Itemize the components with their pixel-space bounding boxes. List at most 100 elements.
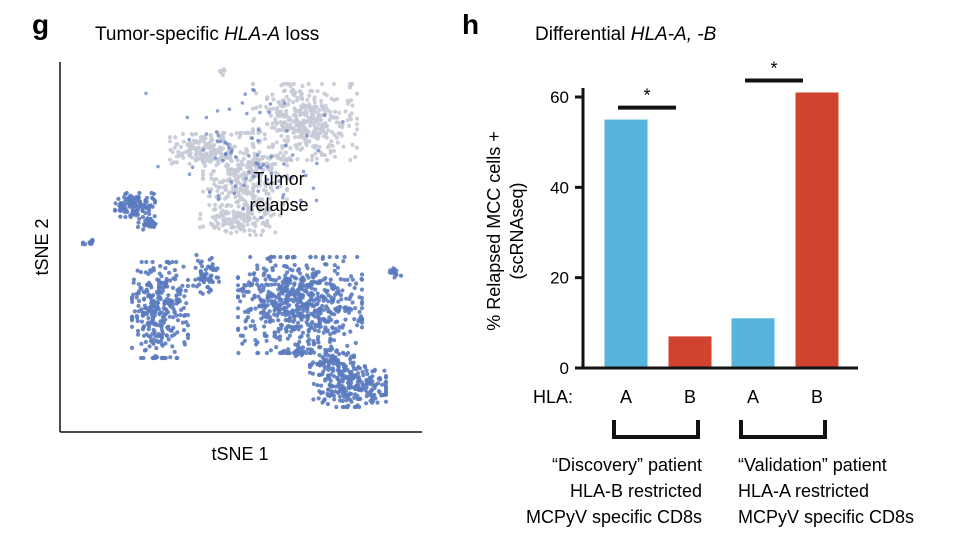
tsne-point-tumor xyxy=(176,149,181,155)
tsne-point xyxy=(141,227,146,232)
tsne-point-tumor xyxy=(347,123,352,128)
tsne-point-tumor xyxy=(284,197,290,202)
x-tick-label: A xyxy=(620,387,632,407)
tsne-point-tumor xyxy=(334,115,339,120)
tsne-point xyxy=(157,310,162,316)
tsne-point-tumor xyxy=(239,226,244,231)
tsne-point xyxy=(150,204,155,209)
tsne-point xyxy=(323,378,328,383)
tsne-point xyxy=(243,92,247,96)
tsne-point xyxy=(141,289,146,294)
tsne-point-tumor xyxy=(299,93,304,98)
tsne-point xyxy=(181,264,186,269)
tsne-point-tumor xyxy=(278,109,283,114)
tsne-point xyxy=(307,362,313,367)
tsne-point-tumor xyxy=(229,132,234,137)
tsne-point xyxy=(137,298,142,304)
tsne-point xyxy=(136,303,141,308)
tsne-point xyxy=(150,355,155,361)
tsne-point xyxy=(159,274,164,279)
tsne-point xyxy=(317,319,322,324)
tsne-point xyxy=(321,298,326,303)
tsne-point xyxy=(267,110,272,115)
tsne-point-tumor xyxy=(187,161,192,167)
tsne-point xyxy=(139,341,144,346)
tsne-point xyxy=(295,342,300,347)
tsne-point xyxy=(185,313,191,318)
tsne-point xyxy=(305,333,310,338)
tsne-point xyxy=(322,366,327,371)
tsne-point-tumor xyxy=(353,154,358,160)
tsne-point xyxy=(370,387,375,392)
tsne-point xyxy=(308,297,313,302)
tsne-point xyxy=(340,288,345,293)
tsne-point xyxy=(334,348,339,353)
tsne-point xyxy=(329,372,334,377)
tsne-point-tumor xyxy=(313,151,318,156)
tsne-point-tumor xyxy=(311,105,316,110)
tsne-point xyxy=(298,294,303,299)
tsne-point xyxy=(174,293,179,298)
tsne-point xyxy=(250,281,255,286)
tsne-point-tumor xyxy=(327,109,333,114)
tsne-point xyxy=(276,307,281,312)
tsne-point xyxy=(200,264,205,269)
tsne-point xyxy=(349,391,354,397)
tsne-point xyxy=(116,196,121,201)
tsne-point-tumor xyxy=(201,139,206,144)
tsne-point xyxy=(261,273,266,278)
tsne-point-tumor xyxy=(230,224,235,229)
bar xyxy=(668,336,712,368)
tsne-point xyxy=(267,309,272,314)
tsne-point xyxy=(313,324,318,329)
tsne-point xyxy=(256,128,261,132)
tsne-point-tumor xyxy=(216,160,221,165)
tsne-point xyxy=(171,315,176,320)
tsne-point-tumor xyxy=(243,199,248,204)
tsne-point-tumor xyxy=(319,104,324,109)
tsne-point xyxy=(243,319,248,324)
tsne-point xyxy=(235,294,241,299)
tsne-point-tumor xyxy=(247,232,253,238)
tsne-point-tumor xyxy=(330,130,335,135)
tsne-point xyxy=(145,289,150,294)
tsne-point xyxy=(291,319,296,324)
tsne-point-tumor xyxy=(246,191,251,196)
tsne-point xyxy=(159,338,164,343)
tsne-point xyxy=(362,364,367,369)
tsne-point xyxy=(316,298,321,303)
tsne-point xyxy=(251,272,256,277)
tsne-point-tumor xyxy=(268,204,274,209)
tsne-point xyxy=(160,343,165,348)
tsne-point xyxy=(327,254,332,260)
tsne-point xyxy=(364,368,369,373)
tsne-point xyxy=(147,206,152,211)
tsne-point-tumor xyxy=(251,145,256,150)
tsne-point-tumor xyxy=(348,117,353,122)
tsne-point xyxy=(335,358,341,363)
tsne-point xyxy=(398,273,404,278)
tsne-point xyxy=(309,279,314,284)
tsne-point xyxy=(246,280,252,285)
tsne-point xyxy=(201,280,207,285)
tsne-point xyxy=(142,296,147,301)
tsne-point-tumor xyxy=(183,150,188,155)
tsne-point-tumor xyxy=(218,205,223,210)
tsne-point xyxy=(294,276,299,281)
tsne-point xyxy=(203,267,208,272)
tsne-point xyxy=(241,293,246,298)
tsne-point-tumor xyxy=(341,144,346,149)
tsne-point xyxy=(198,261,203,266)
tsne-point-tumor xyxy=(218,145,223,150)
tsne-point-tumor xyxy=(250,207,255,212)
tsne-point-tumor xyxy=(345,118,350,123)
tsne-point xyxy=(242,183,246,187)
tsne-point xyxy=(306,275,311,280)
tsne-point-tumor xyxy=(265,155,270,160)
tsne-point xyxy=(321,307,327,312)
tsne-point xyxy=(326,387,331,392)
tsne-point xyxy=(144,199,149,205)
tsne-point xyxy=(350,277,355,282)
tsne-point xyxy=(285,336,290,341)
tsne-point xyxy=(132,309,137,314)
